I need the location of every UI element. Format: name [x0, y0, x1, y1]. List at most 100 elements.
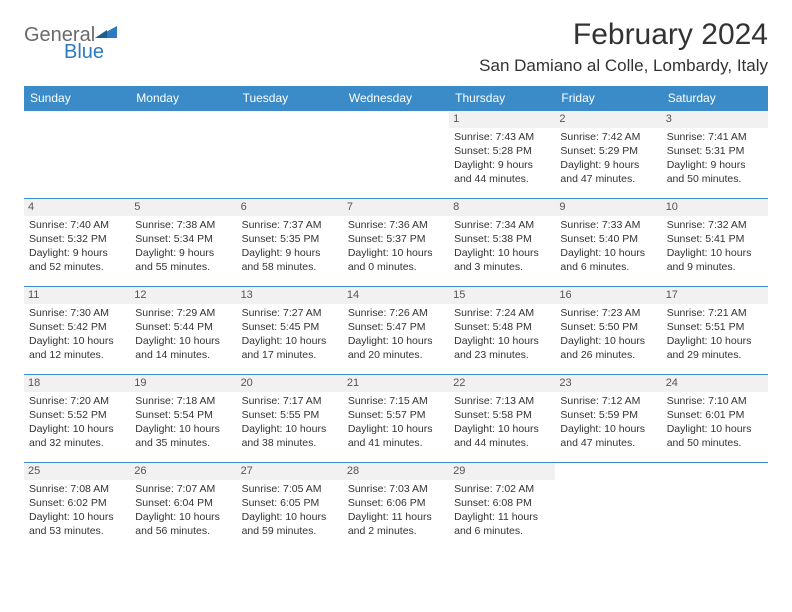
day-sunset: Sunset: 5:59 PM [560, 408, 656, 422]
day-header: Thursday [449, 86, 555, 111]
day-sunrise: Sunrise: 7:32 AM [667, 218, 763, 232]
day-number: 26 [130, 463, 236, 480]
day-sunset: Sunset: 5:31 PM [667, 144, 763, 158]
day-daylight2: and 29 minutes. [667, 348, 763, 362]
day-sunset: Sunset: 5:34 PM [135, 232, 231, 246]
day-daylight1: Daylight: 11 hours [454, 510, 550, 524]
day-sunset: Sunset: 5:40 PM [560, 232, 656, 246]
day-number: 25 [24, 463, 130, 480]
day-number: 24 [662, 375, 768, 392]
day-sunrise: Sunrise: 7:26 AM [348, 306, 444, 320]
day-number: 18 [24, 375, 130, 392]
calendar-day-cell: . [237, 111, 343, 199]
day-sunrise: Sunrise: 7:03 AM [348, 482, 444, 496]
day-sunrise: Sunrise: 7:24 AM [454, 306, 550, 320]
day-sunset: Sunset: 5:52 PM [29, 408, 125, 422]
day-sunset: Sunset: 5:48 PM [454, 320, 550, 334]
day-daylight2: and 55 minutes. [135, 260, 231, 274]
day-sunrise: Sunrise: 7:38 AM [135, 218, 231, 232]
day-sunset: Sunset: 5:35 PM [242, 232, 338, 246]
day-sunset: Sunset: 5:41 PM [667, 232, 763, 246]
day-sunset: Sunset: 5:54 PM [135, 408, 231, 422]
day-header: Wednesday [343, 86, 449, 111]
day-number: 19 [130, 375, 236, 392]
day-sunrise: Sunrise: 7:18 AM [135, 394, 231, 408]
day-sunset: Sunset: 5:47 PM [348, 320, 444, 334]
day-sunrise: Sunrise: 7:43 AM [454, 130, 550, 144]
calendar-day-cell: 22Sunrise: 7:13 AMSunset: 5:58 PMDayligh… [449, 375, 555, 463]
day-daylight1: Daylight: 10 hours [135, 334, 231, 348]
day-number: 4 [24, 199, 130, 216]
calendar-day-cell: 21Sunrise: 7:15 AMSunset: 5:57 PMDayligh… [343, 375, 449, 463]
day-daylight2: and 14 minutes. [135, 348, 231, 362]
day-sunrise: Sunrise: 7:42 AM [560, 130, 656, 144]
day-number: 8 [449, 199, 555, 216]
day-daylight1: Daylight: 10 hours [242, 334, 338, 348]
day-sunset: Sunset: 6:01 PM [667, 408, 763, 422]
day-daylight1: Daylight: 10 hours [135, 510, 231, 524]
day-sunrise: Sunrise: 7:02 AM [454, 482, 550, 496]
day-number: 10 [662, 199, 768, 216]
day-header: Monday [130, 86, 236, 111]
header: GeneralBlue February 2024 San Damiano al… [24, 18, 768, 76]
day-daylight2: and 50 minutes. [667, 436, 763, 450]
day-daylight2: and 35 minutes. [135, 436, 231, 450]
day-sunset: Sunset: 6:05 PM [242, 496, 338, 510]
calendar-day-cell: 19Sunrise: 7:18 AMSunset: 5:54 PMDayligh… [130, 375, 236, 463]
day-sunrise: Sunrise: 7:13 AM [454, 394, 550, 408]
day-number: 1 [449, 111, 555, 128]
day-sunset: Sunset: 6:02 PM [29, 496, 125, 510]
day-number: 21 [343, 375, 449, 392]
day-daylight1: Daylight: 9 hours [667, 158, 763, 172]
day-daylight2: and 50 minutes. [667, 172, 763, 186]
day-sunset: Sunset: 6:04 PM [135, 496, 231, 510]
calendar-day-cell: 5Sunrise: 7:38 AMSunset: 5:34 PMDaylight… [130, 199, 236, 287]
day-daylight2: and 38 minutes. [242, 436, 338, 450]
calendar-week-row: 11Sunrise: 7:30 AMSunset: 5:42 PMDayligh… [24, 287, 768, 375]
day-daylight1: Daylight: 10 hours [348, 422, 444, 436]
logo: GeneralBlue [24, 24, 117, 64]
day-daylight2: and 2 minutes. [348, 524, 444, 538]
day-daylight1: Daylight: 9 hours [454, 158, 550, 172]
day-daylight2: and 6 minutes. [454, 524, 550, 538]
day-number: 3 [662, 111, 768, 128]
day-number: 12 [130, 287, 236, 304]
day-sunrise: Sunrise: 7:17 AM [242, 394, 338, 408]
day-sunset: Sunset: 5:51 PM [667, 320, 763, 334]
day-daylight2: and 12 minutes. [29, 348, 125, 362]
calendar-week-row: ....1Sunrise: 7:43 AMSunset: 5:28 PMDayl… [24, 111, 768, 199]
calendar-week-row: 4Sunrise: 7:40 AMSunset: 5:32 PMDaylight… [24, 199, 768, 287]
day-daylight1: Daylight: 10 hours [454, 334, 550, 348]
calendar-day-cell: 11Sunrise: 7:30 AMSunset: 5:42 PMDayligh… [24, 287, 130, 375]
day-daylight1: Daylight: 10 hours [560, 246, 656, 260]
day-sunrise: Sunrise: 7:29 AM [135, 306, 231, 320]
day-daylight2: and 52 minutes. [29, 260, 125, 274]
day-daylight2: and 56 minutes. [135, 524, 231, 538]
day-number: 29 [449, 463, 555, 480]
day-daylight2: and 9 minutes. [667, 260, 763, 274]
day-sunrise: Sunrise: 7:23 AM [560, 306, 656, 320]
day-number: 15 [449, 287, 555, 304]
day-header: Saturday [662, 86, 768, 111]
day-number: 16 [555, 287, 661, 304]
day-daylight2: and 58 minutes. [242, 260, 338, 274]
day-sunrise: Sunrise: 7:30 AM [29, 306, 125, 320]
day-number: 28 [343, 463, 449, 480]
day-number: 2 [555, 111, 661, 128]
day-number: 17 [662, 287, 768, 304]
day-daylight2: and 59 minutes. [242, 524, 338, 538]
day-daylight1: Daylight: 9 hours [242, 246, 338, 260]
day-sunrise: Sunrise: 7:08 AM [29, 482, 125, 496]
calendar-day-cell: 28Sunrise: 7:03 AMSunset: 6:06 PMDayligh… [343, 463, 449, 551]
calendar-day-cell: 16Sunrise: 7:23 AMSunset: 5:50 PMDayligh… [555, 287, 661, 375]
day-header: Tuesday [237, 86, 343, 111]
calendar-day-cell: . [662, 463, 768, 551]
day-sunset: Sunset: 5:37 PM [348, 232, 444, 246]
day-sunrise: Sunrise: 7:15 AM [348, 394, 444, 408]
calendar-day-cell: . [555, 463, 661, 551]
day-sunrise: Sunrise: 7:05 AM [242, 482, 338, 496]
day-sunrise: Sunrise: 7:37 AM [242, 218, 338, 232]
day-sunrise: Sunrise: 7:07 AM [135, 482, 231, 496]
day-sunset: Sunset: 5:45 PM [242, 320, 338, 334]
calendar-day-cell: 8Sunrise: 7:34 AMSunset: 5:38 PMDaylight… [449, 199, 555, 287]
